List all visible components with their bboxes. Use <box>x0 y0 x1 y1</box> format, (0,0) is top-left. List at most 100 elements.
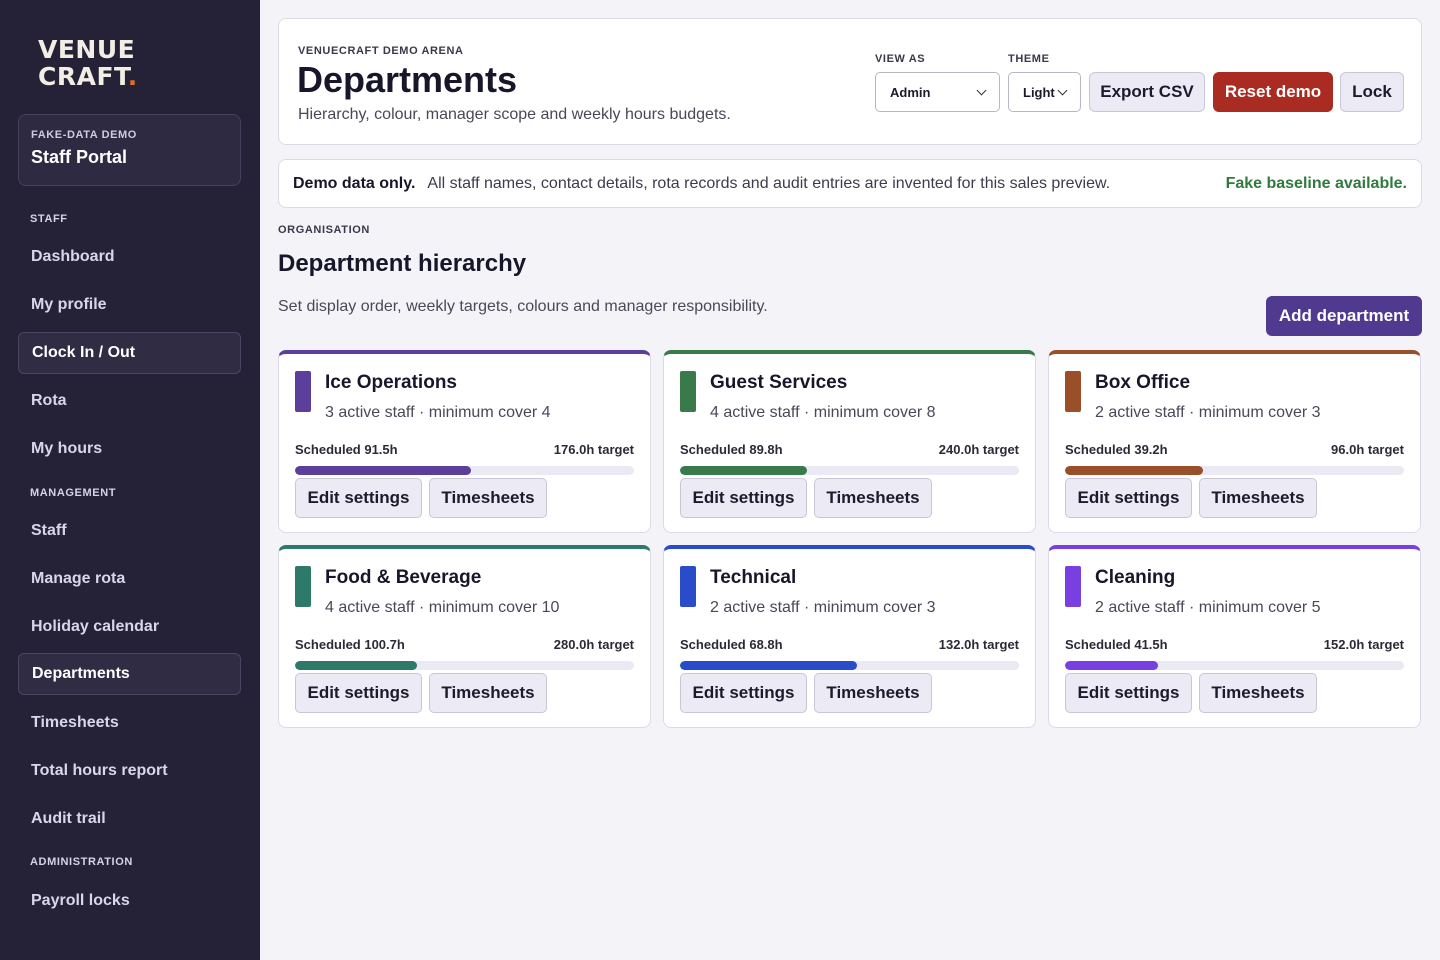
sidebar-item-rota[interactable]: Rota <box>31 392 67 409</box>
edit-settings-button[interactable]: Edit settings <box>680 673 807 713</box>
hours-progress-fill <box>295 466 472 475</box>
scheduled-hours: Scheduled 39.2h <box>1065 442 1168 457</box>
sidebar-item-timesheets[interactable]: Timesheets <box>31 714 119 731</box>
target-hours: 240.0h target <box>938 442 1019 457</box>
department-color-swatch <box>680 371 696 412</box>
sidebar-item-staff[interactable]: Staff <box>31 522 67 539</box>
baseline-status: Fake baseline available. <box>1225 174 1407 192</box>
hours-progress-bar <box>295 466 634 475</box>
hours-progress-fill <box>1065 466 1204 475</box>
page-header: VENUECRAFT DEMO ARENA Departments Hierar… <box>278 18 1422 145</box>
portal-title: Staff Portal <box>31 147 128 167</box>
hours-progress-fill <box>1065 661 1158 670</box>
timesheets-button[interactable]: Timesheets <box>814 478 932 518</box>
nav-section-staff: STAFF <box>30 213 68 225</box>
department-color-swatch <box>295 566 311 607</box>
nav-section-administration: ADMINISTRATION <box>30 856 133 868</box>
chevron-down-icon <box>1057 85 1068 95</box>
sidebar-item-my-profile[interactable]: My profile <box>31 296 107 313</box>
hours-progress-fill <box>295 661 418 670</box>
department-color-swatch <box>680 566 696 607</box>
scheduled-hours: Scheduled 68.8h <box>680 637 783 652</box>
department-meta: 3 active staff · minimum cover 4 <box>325 404 551 421</box>
logo-line-1: VENUE <box>38 35 136 64</box>
portal-badge: FAKE-DATA DEMO Staff Portal <box>18 114 241 186</box>
section-subtitle: Set display order, weekly targets, colou… <box>278 298 768 315</box>
demo-notice: Demo data only. All staff names, contact… <box>278 159 1422 208</box>
hours-progress-bar <box>295 661 634 670</box>
timesheets-button[interactable]: Timesheets <box>814 673 932 713</box>
hours-progress-bar <box>680 661 1019 670</box>
sidebar-item-dashboard[interactable]: Dashboard <box>31 248 115 265</box>
scheduled-hours: Scheduled 100.7h <box>295 637 405 652</box>
target-hours: 152.0h target <box>1323 637 1404 652</box>
sidebar-item-departments[interactable]: Departments <box>18 653 241 695</box>
department-name: Technical <box>710 567 797 588</box>
edit-settings-button[interactable]: Edit settings <box>295 673 422 713</box>
add-department-button[interactable]: Add department <box>1266 296 1422 336</box>
sidebar-item-total-hours-report[interactable]: Total hours report <box>31 762 168 779</box>
department-name: Box Office <box>1095 372 1191 393</box>
department-card: Cleaning 2 active staff · minimum cover 5… <box>1048 545 1421 728</box>
logo-dot: . <box>127 62 138 91</box>
department-card: Technical 2 active staff · minimum cover … <box>663 545 1036 728</box>
department-name: Ice Operations <box>325 372 457 393</box>
export-csv-button[interactable]: Export CSV <box>1089 72 1205 112</box>
department-meta: 4 active staff · minimum cover 10 <box>325 599 560 616</box>
edit-settings-button[interactable]: Edit settings <box>295 478 422 518</box>
department-color-swatch <box>1065 371 1081 412</box>
target-hours: 176.0h target <box>553 442 634 457</box>
venuecraft-logo[interactable]: VENUE CRAFT. <box>38 36 138 90</box>
target-hours: 132.0h target <box>938 637 1019 652</box>
department-card: Box Office 2 active staff · minimum cover… <box>1048 350 1421 533</box>
theme-select[interactable]: Light <box>1008 72 1081 112</box>
department-meta: 2 active staff · minimum cover 3 <box>1095 404 1321 421</box>
hours-progress-bar <box>1065 466 1404 475</box>
sidebar-item-my-hours[interactable]: My hours <box>31 440 103 457</box>
venue-name: VENUECRAFT DEMO ARENA <box>298 45 464 57</box>
hours-progress-fill <box>680 466 807 475</box>
section-title: Department hierarchy <box>278 250 527 277</box>
edit-settings-button[interactable]: Edit settings <box>680 478 807 518</box>
sidebar: VENUE CRAFT. FAKE-DATA DEMO Staff Portal… <box>0 0 260 960</box>
section-kicker: ORGANISATION <box>278 224 370 236</box>
department-color-swatch <box>1065 566 1081 607</box>
timesheets-button[interactable]: Timesheets <box>429 673 547 713</box>
department-name: Food & Beverage <box>325 567 482 588</box>
view-as-label: VIEW AS <box>875 53 926 65</box>
department-meta: 2 active staff · minimum cover 3 <box>710 599 936 616</box>
logo-line-2: CRAFT <box>38 62 128 91</box>
lock-button[interactable]: Lock <box>1340 72 1404 112</box>
scheduled-hours: Scheduled 41.5h <box>1065 637 1168 652</box>
hours-progress-fill <box>680 661 857 670</box>
portal-kicker: FAKE-DATA DEMO <box>31 129 137 141</box>
view-as-select[interactable]: Admin <box>875 72 1000 112</box>
department-name: Guest Services <box>710 372 848 393</box>
reset-demo-button[interactable]: Reset demo <box>1213 72 1333 112</box>
sidebar-item-holiday-calendar[interactable]: Holiday calendar <box>31 618 160 635</box>
sidebar-item-audit-trail[interactable]: Audit trail <box>31 810 106 827</box>
sidebar-item-clock-in-out[interactable]: Clock In / Out <box>18 332 241 374</box>
hours-progress-bar <box>680 466 1019 475</box>
theme-value: Light <box>1023 84 1055 100</box>
hours-progress-bar <box>1065 661 1404 670</box>
sidebar-item-payroll-locks[interactable]: Payroll locks <box>31 892 130 909</box>
page-title: Departments <box>297 59 518 100</box>
edit-settings-button[interactable]: Edit settings <box>1065 478 1192 518</box>
notice-bold: Demo data only. <box>293 174 416 192</box>
view-as-value: Admin <box>890 84 931 100</box>
notice-message: All staff names, contact details, rota r… <box>427 174 1111 192</box>
department-card: Ice Operations 3 active staff · minimum c… <box>278 350 651 533</box>
target-hours: 96.0h target <box>1331 442 1404 457</box>
nav-section-management: MANAGEMENT <box>30 487 117 499</box>
chevron-down-icon <box>976 85 987 95</box>
page-subtitle: Hierarchy, colour, manager scope and wee… <box>298 106 731 123</box>
timesheets-button[interactable]: Timesheets <box>1199 478 1317 518</box>
scheduled-hours: Scheduled 91.5h <box>295 442 398 457</box>
edit-settings-button[interactable]: Edit settings <box>1065 673 1192 713</box>
timesheets-button[interactable]: Timesheets <box>429 478 547 518</box>
department-meta: 2 active staff · minimum cover 5 <box>1095 599 1321 616</box>
theme-label: THEME <box>1008 53 1050 65</box>
sidebar-item-manage-rota[interactable]: Manage rota <box>31 570 126 587</box>
timesheets-button[interactable]: Timesheets <box>1199 673 1317 713</box>
